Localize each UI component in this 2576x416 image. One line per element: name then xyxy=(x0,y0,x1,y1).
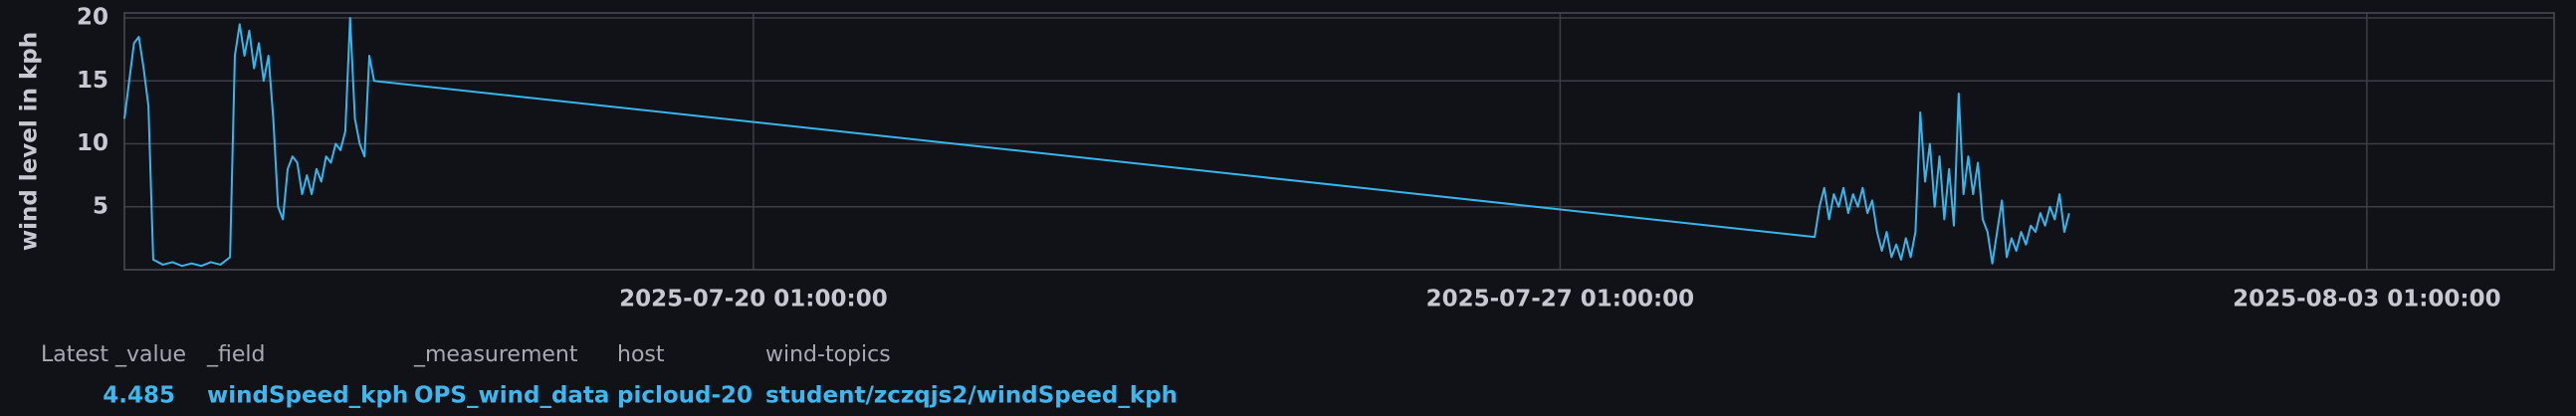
legend-header: Latest _value xyxy=(41,342,186,367)
legend-header: host xyxy=(617,342,665,367)
legend-value: 4.485 xyxy=(103,383,175,409)
legend-header: wind-topics xyxy=(765,342,891,367)
legend-header: _measurement xyxy=(413,342,578,367)
legend-value: picloud-20 xyxy=(617,383,752,409)
x-tick-label: 2025-07-20 01:00:00 xyxy=(619,287,888,312)
x-tick-label: 2025-07-27 01:00:00 xyxy=(1426,287,1695,312)
data-line xyxy=(123,17,2070,268)
y-tick-label: 15 xyxy=(77,68,108,94)
legend-header: _field xyxy=(206,342,265,367)
legend-value: student/zczqjs2/windSpeed_kph xyxy=(765,383,1178,409)
plot-frame xyxy=(123,12,2555,271)
x-tick-label: 2025-08-03 01:00:00 xyxy=(2233,287,2501,312)
legend-value: windSpeed_kph xyxy=(207,383,408,409)
y-tick-label: 5 xyxy=(93,193,108,219)
legend-value: OPS_wind_data xyxy=(414,383,609,409)
y-axis-label: wind level in kph xyxy=(17,32,43,251)
y-tick-label: 10 xyxy=(77,130,108,156)
y-tick-label: 20 xyxy=(77,5,108,31)
